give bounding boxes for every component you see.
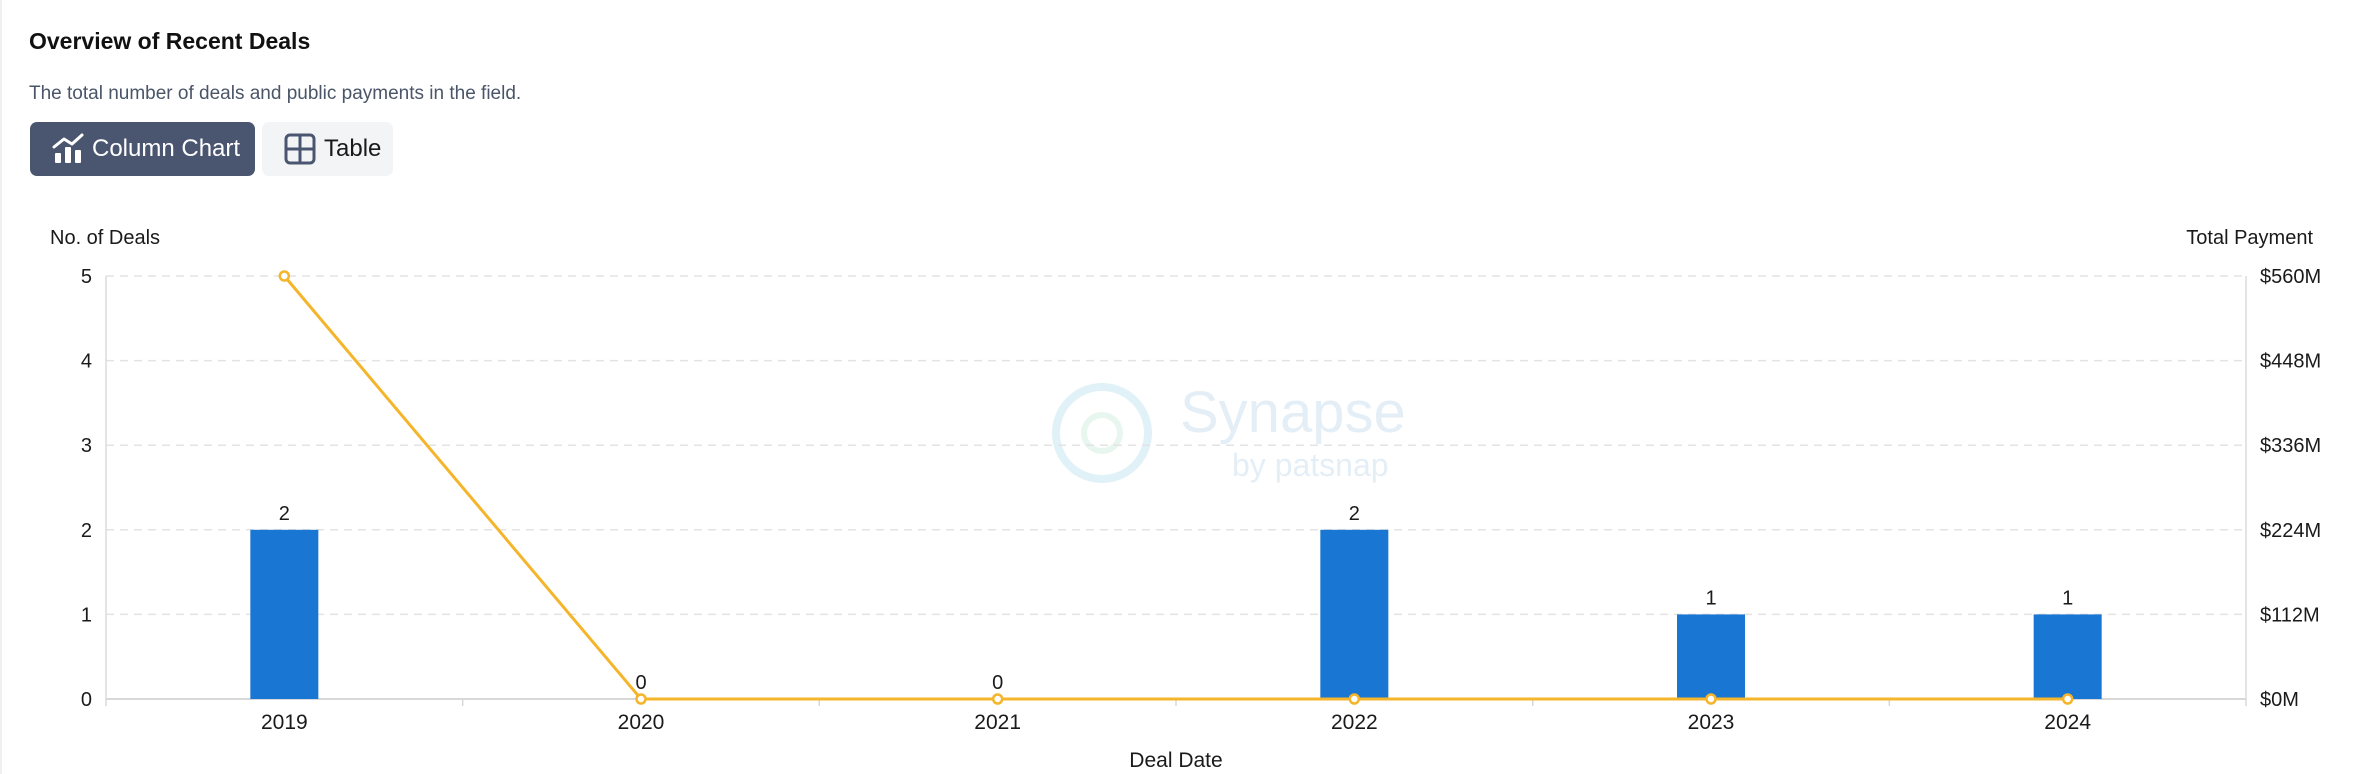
- y2-tick-label: $224M: [2260, 520, 2321, 542]
- bar-value-label: 0: [635, 672, 646, 694]
- bar: [1320, 530, 1388, 699]
- x-axis-title: Deal Date: [1129, 749, 1222, 772]
- payment-line: [280, 272, 2072, 704]
- bar-value-label: 2: [279, 503, 290, 525]
- y2-axis-title: Total Payment: [2186, 227, 2313, 249]
- bar-value-label: 1: [2062, 587, 2073, 609]
- bar-value-label: 1: [1705, 587, 1716, 609]
- bar-value-labels: 2 0 0 2 1 1: [279, 503, 2073, 694]
- y-tick-label: 3: [81, 435, 92, 457]
- watermark-text: Synapse: [1180, 380, 1406, 445]
- y-tick-label: 1: [81, 604, 92, 626]
- watermark-logo-icon: [1056, 387, 1148, 479]
- y2-axis-ticks: $0M $112M $224M $336M $448M $560M: [2260, 266, 2321, 711]
- x-axis-ticks: 2019 2020 2021 2022 2023 2024: [261, 711, 2091, 734]
- y-axis-ticks: 0 1 2 3 4 5: [81, 266, 92, 711]
- y2-tick-label: $112M: [2260, 604, 2320, 626]
- bar-value-label: 2: [1349, 503, 1360, 525]
- y-tick-label: 2: [81, 520, 92, 542]
- y-tick-label: 0: [81, 689, 92, 711]
- watermark-subtext: by patsnap: [1232, 447, 1389, 483]
- x-tick-label: 2022: [1331, 711, 1378, 734]
- payment-line-path: [284, 276, 2067, 699]
- x-tick-label: 2023: [1688, 711, 1735, 734]
- payment-point: [1350, 695, 1359, 704]
- x-tick-label: 2020: [618, 711, 665, 734]
- y-axis-title: No. of Deals: [50, 227, 160, 249]
- x-tick-label: 2019: [261, 711, 308, 734]
- y2-tick-label: $0M: [2260, 689, 2299, 711]
- y2-tick-label: $560M: [2260, 266, 2321, 288]
- y2-tick-label: $336M: [2260, 435, 2321, 457]
- bar: [1677, 614, 1745, 699]
- bar-value-label: 0: [992, 672, 1003, 694]
- watermark: Synapse by patsnap: [1056, 380, 1406, 483]
- x-tick-label: 2021: [974, 711, 1021, 734]
- bar: [2034, 614, 2102, 699]
- payment-point: [1707, 695, 1716, 704]
- y-tick-label: 5: [81, 266, 92, 288]
- x-tick-label: 2024: [2044, 711, 2091, 734]
- payment-point: [2063, 695, 2072, 704]
- payment-point: [637, 695, 646, 704]
- payment-point: [280, 272, 289, 281]
- payment-point: [993, 695, 1002, 704]
- axis-lines: [106, 276, 2246, 706]
- y-tick-label: 4: [81, 351, 92, 373]
- y2-tick-label: $448M: [2260, 351, 2321, 373]
- bar: [250, 530, 318, 699]
